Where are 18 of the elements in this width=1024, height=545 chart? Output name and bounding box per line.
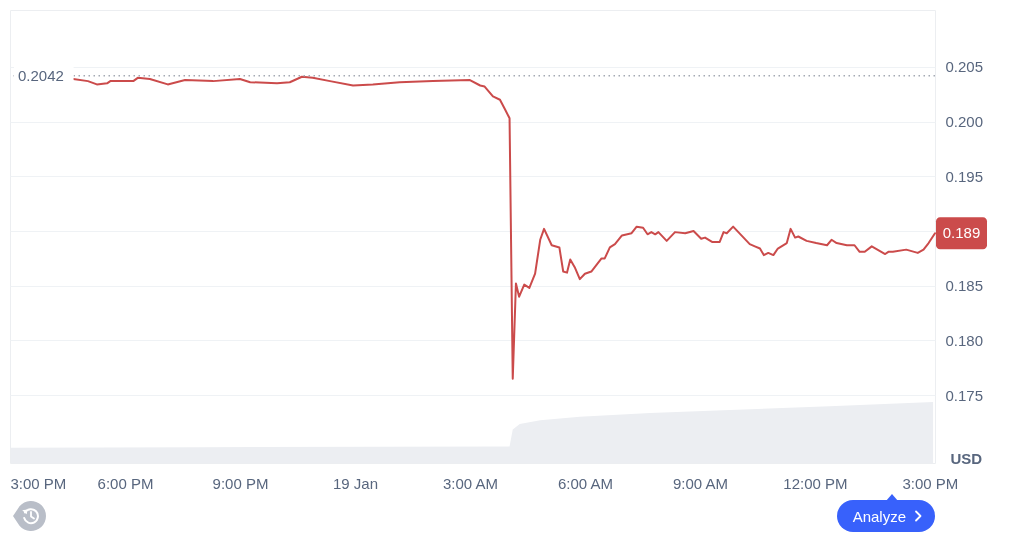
annotation: 0.189 (942, 224, 981, 242)
x-tick-label: 9:00 AM (672, 474, 728, 492)
y-axis-title: USD (950, 449, 983, 467)
y-tick-label: 0.185 (945, 277, 984, 295)
x-tick-label: 3:00 PM (902, 474, 959, 492)
x-tick-label: 19 Jan (332, 474, 378, 492)
x-tick-label: 12:00 PM (783, 474, 848, 492)
y-tick-label: 0.205 (945, 58, 984, 76)
x-tick-label: 6:00 AM (557, 474, 613, 492)
x-tick-label: 9:00 PM (212, 474, 269, 492)
y-tick-label: 0.200 (945, 113, 984, 131)
x-tick-label: 3:00 PM (10, 474, 67, 492)
x-tick-label: 3:00 AM (442, 474, 498, 492)
ref-line-label: 0.2042 (18, 66, 64, 84)
x-tick-label: 6:00 PM (97, 474, 154, 492)
y-tick-label: 0.180 (945, 331, 984, 349)
y-tick-label: 0.175 (945, 386, 984, 404)
y-tick-label: 0.195 (945, 167, 984, 185)
